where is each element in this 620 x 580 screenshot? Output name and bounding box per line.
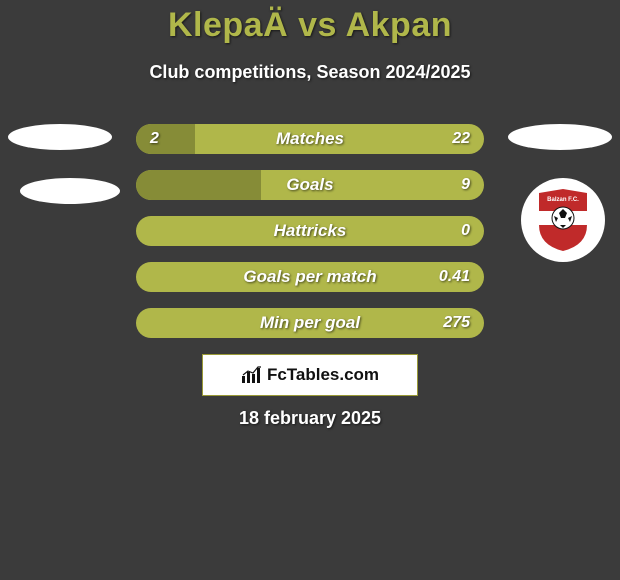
stat-bar-label: Matches <box>136 124 484 154</box>
stat-bar-label: Goals <box>136 170 484 200</box>
stat-bar-right-value: 22 <box>452 124 470 154</box>
club-badge-label: Balzan F.C. <box>547 197 579 203</box>
player-right-club-badge: Balzan F.C. <box>521 178 605 262</box>
stat-bar: Min per goal275 <box>136 308 484 338</box>
brand-badge: FcTables.com <box>202 354 418 396</box>
stat-bar-right-value: 275 <box>443 308 470 338</box>
stat-bar-label: Goals per match <box>136 262 484 292</box>
stat-bar-label: Hattricks <box>136 216 484 246</box>
stat-bar: Goals per match0.41 <box>136 262 484 292</box>
comparison-bars: Matches222Goals9Hattricks0Goals per matc… <box>136 124 484 354</box>
stat-bar-right-value: 0 <box>461 216 470 246</box>
stat-bar-label: Min per goal <box>136 308 484 338</box>
bars-icon <box>241 366 263 384</box>
comparison-card: KlepaÄ vs Akpan Club competitions, Seaso… <box>0 0 620 580</box>
stat-bar-right-value: 9 <box>461 170 470 200</box>
stat-bar-left-value: 2 <box>150 124 159 154</box>
stat-bar-right-value: 0.41 <box>439 262 470 292</box>
brand-text: FcTables.com <box>267 365 379 385</box>
subtitle: Club competitions, Season 2024/2025 <box>0 62 620 83</box>
player-left-club-ellipse <box>20 178 120 204</box>
stat-bar: Goals9 <box>136 170 484 200</box>
stat-bar: Matches222 <box>136 124 484 154</box>
club-shield-icon: Balzan F.C. <box>537 189 589 251</box>
player-left-country-ellipse <box>8 124 112 150</box>
page-title: KlepaÄ vs Akpan <box>0 6 620 45</box>
player-right-country-ellipse <box>508 124 612 150</box>
stat-bar: Hattricks0 <box>136 216 484 246</box>
date-label: 18 february 2025 <box>0 408 620 429</box>
